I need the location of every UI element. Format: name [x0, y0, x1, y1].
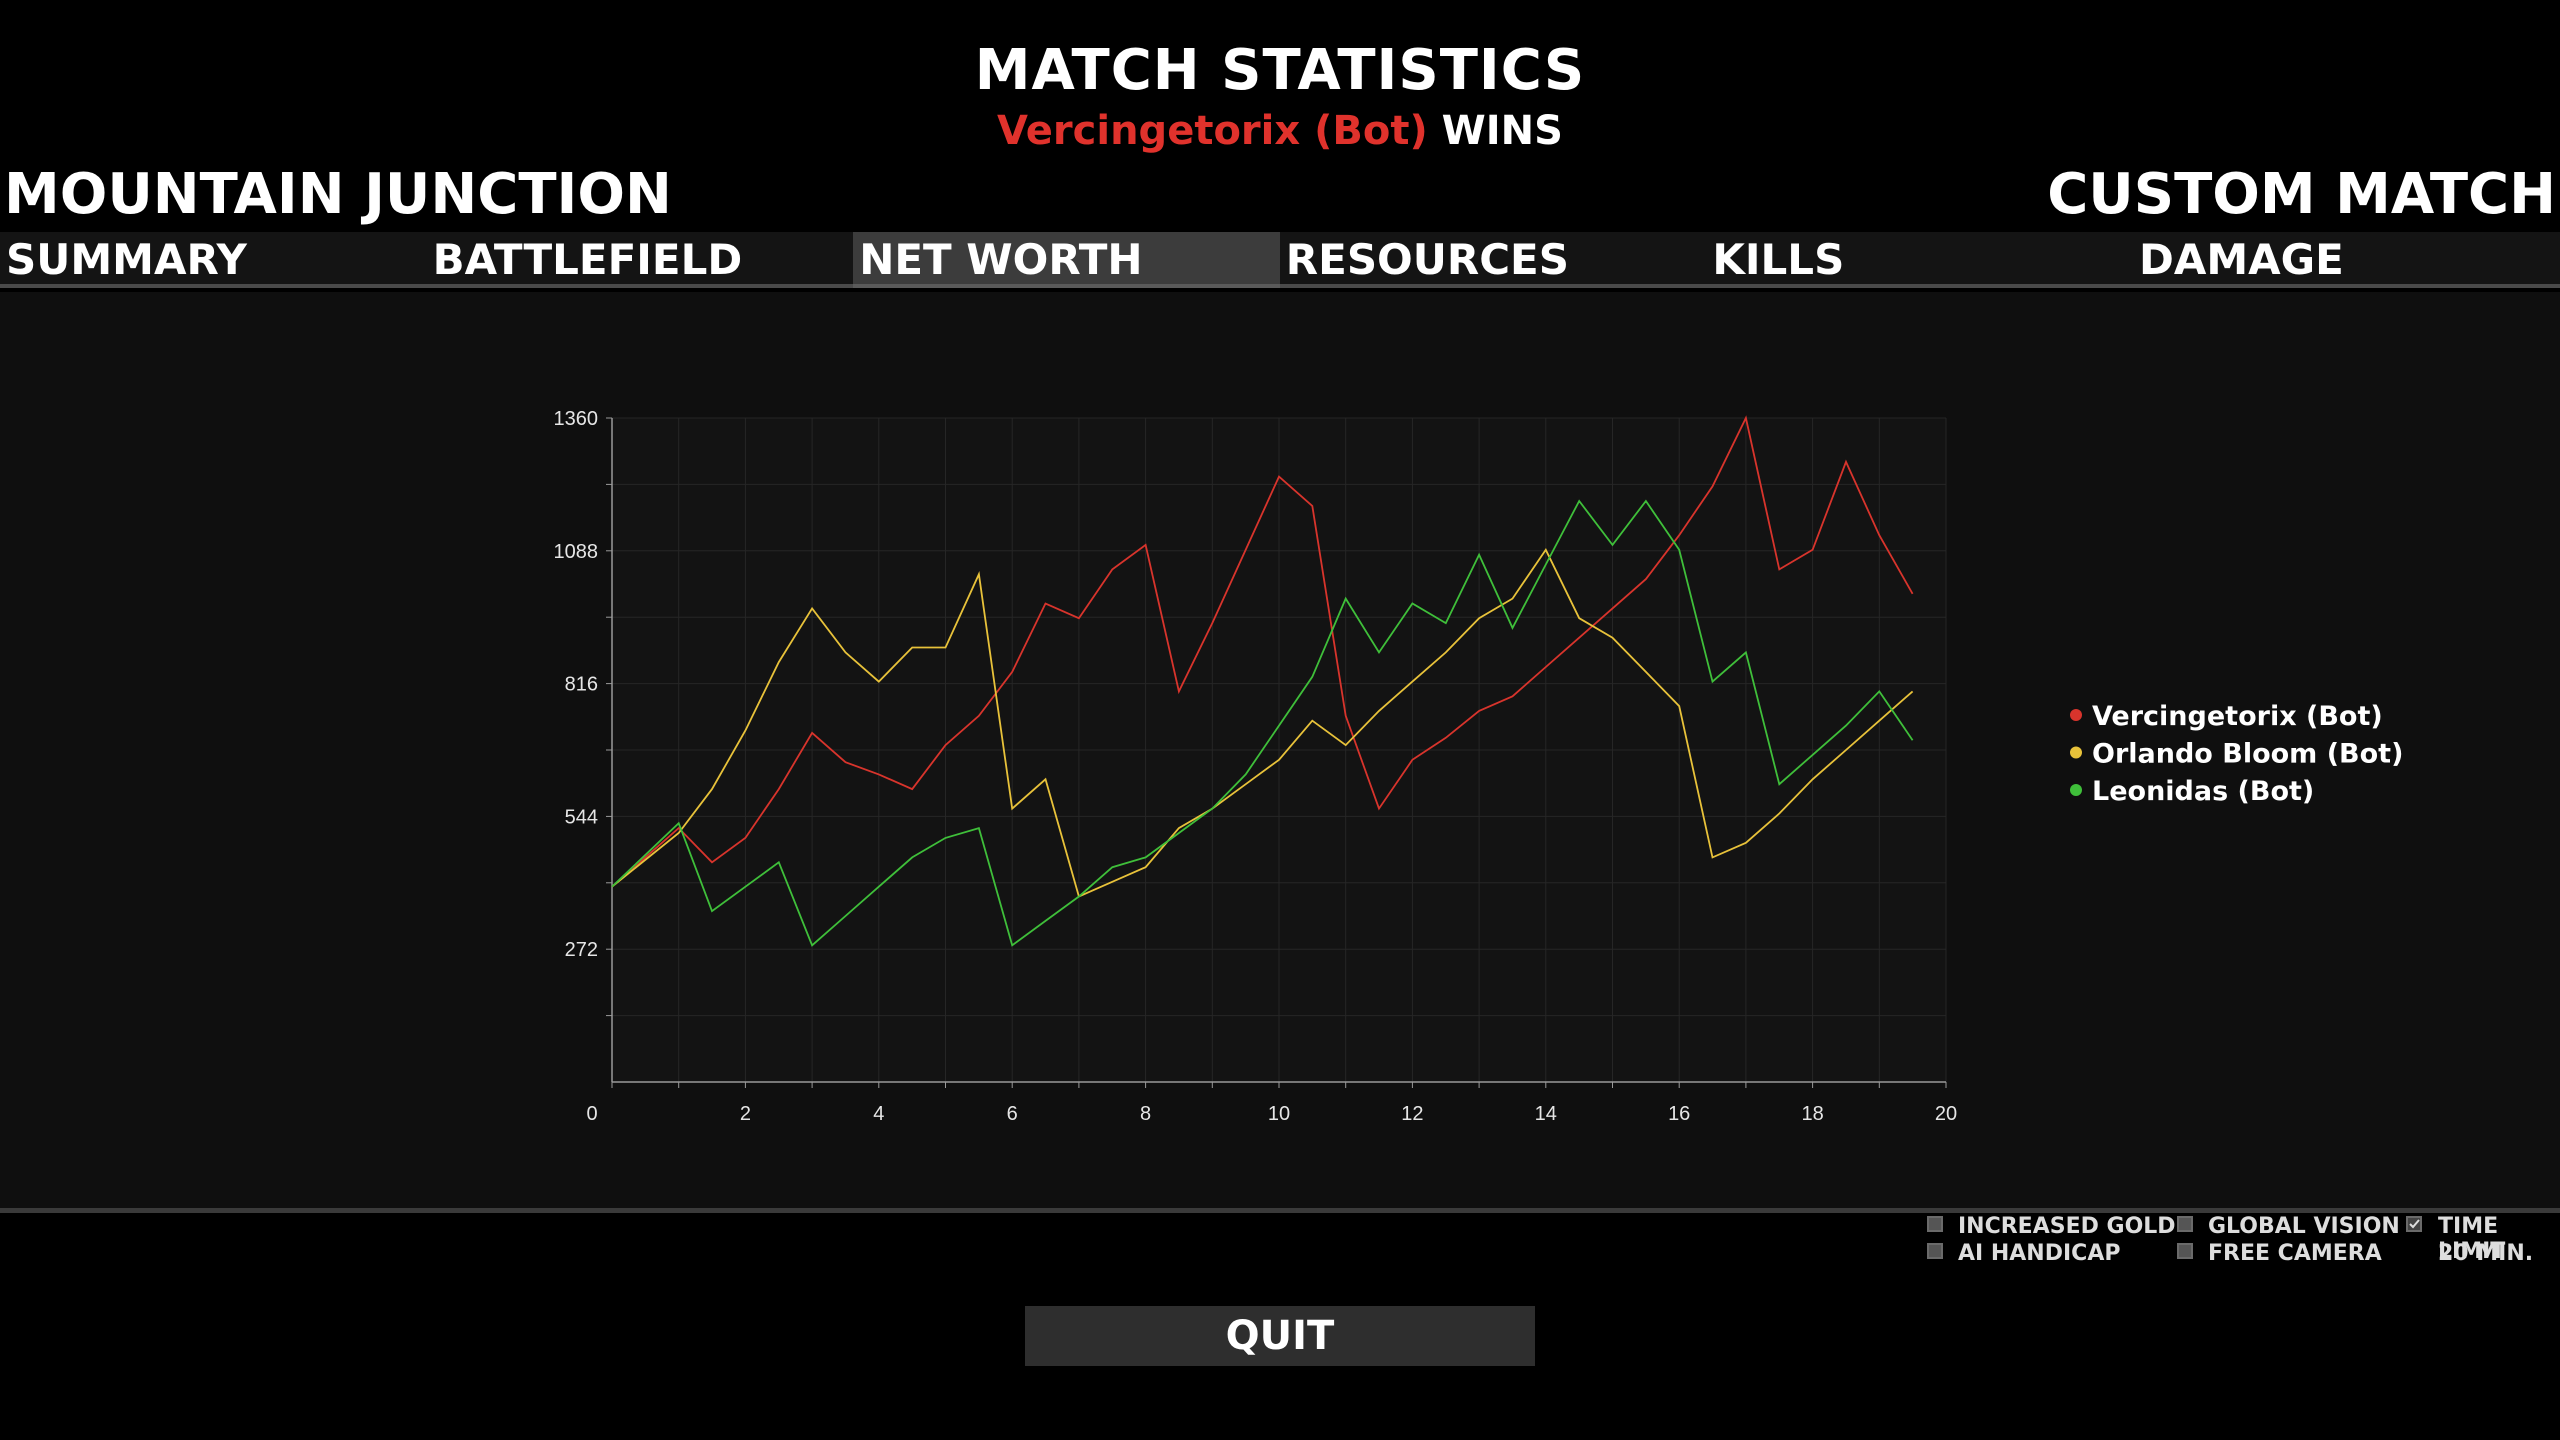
winner-name: Vercingetorix (Bot) [997, 108, 1428, 154]
increased-gold-checkbox[interactable] [1927, 1216, 1943, 1232]
x-tick-label: 2 [740, 1103, 751, 1125]
winner-line: Vercingetorix (Bot) WINS [0, 108, 2560, 154]
x-tick-label: 12 [1401, 1103, 1423, 1125]
page-title: MATCH STATISTICS [974, 38, 1586, 103]
legend-marker [2070, 709, 2082, 721]
x-tick-label: 18 [1801, 1103, 1823, 1125]
x-tick-label: 8 [1140, 1103, 1151, 1125]
chart-panel: 272 544 816 1088 1360 0 2 4 6 8 10 12 14 16 18 20 Vercin… [0, 292, 2560, 1210]
legend-marker [2070, 746, 2082, 759]
quit-button[interactable]: QUIT [1025, 1306, 1535, 1366]
free-camera-checkbox[interactable] [2177, 1243, 2193, 1259]
tab-net-worth[interactable]: NET WORTH [853, 232, 1280, 288]
checkmark-icon [2409, 1219, 2420, 1229]
time-limit-checkbox[interactable] [2406, 1216, 2422, 1232]
series-line-2 [611, 548, 1914, 898]
free-camera-label: FREE CAMERA [2208, 1241, 2382, 1266]
time-limit-label: TIME LIMIT [2438, 1214, 2506, 1264]
y-tick-label: 272 [565, 939, 598, 961]
match-mode: CUSTOM MATCH [2047, 162, 2556, 227]
tab-kills[interactable]: KILLS [1706, 232, 2133, 288]
net-worth-chart: 272 544 816 1088 1360 0 2 4 6 8 10 12 14 16 18 20 Vercin… [554, 408, 2404, 1125]
y-tick-label: 1360 [554, 408, 599, 430]
x-tick-label: 14 [1535, 1103, 1557, 1125]
ai-handicap-label: AI HANDICAP [1958, 1241, 2121, 1266]
series-line-3 [611, 499, 1914, 947]
ai-handicap-checkbox[interactable] [1927, 1243, 1943, 1259]
y-tick-label: 1088 [554, 541, 599, 563]
x-tick-label: 10 [1268, 1103, 1290, 1125]
map-name: MOUNTAIN JUNCTION [4, 162, 672, 227]
legend-label: Orlando Bloom (Bot) [2092, 739, 2403, 770]
divider [0, 1208, 2560, 1213]
legend-label: Vercingetorix (Bot) [2092, 701, 2383, 732]
tab-resources[interactable]: RESOURCES [1279, 232, 1707, 288]
y-tick-label: 816 [565, 674, 598, 696]
legend-marker [2070, 784, 2082, 796]
series-line-1 [611, 415, 1914, 888]
time-limit-value: 20 MIN. [2438, 1241, 2534, 1266]
winner-suffix: WINS [1441, 108, 1563, 154]
x-tick-label: 0 [586, 1103, 597, 1125]
tab-damage[interactable]: DAMAGE [2132, 232, 2560, 288]
match-options: INCREASED GOLD AI HANDICAP GLOBAL VISION… [1920, 1212, 2560, 1272]
legend-label: Leonidas (Bot) [2092, 776, 2314, 807]
stats-tabs: SUMMARY BATTLEFIELD NET WORTH RESOURCES … [0, 232, 2560, 290]
tab-battlefield[interactable]: BATTLEFIELD [426, 232, 854, 288]
x-tick-label: 16 [1668, 1103, 1690, 1125]
global-vision-label: GLOBAL VISION [2208, 1214, 2400, 1239]
tab-summary[interactable]: SUMMARY [0, 232, 427, 288]
y-tick-label: 544 [565, 806, 598, 828]
increased-gold-label: INCREASED GOLD [1958, 1214, 2176, 1239]
x-tick-label: 20 [1935, 1103, 1957, 1125]
x-tick-label: 6 [1007, 1103, 1018, 1125]
x-tick-label: 4 [873, 1103, 884, 1125]
global-vision-checkbox[interactable] [2177, 1216, 2193, 1232]
